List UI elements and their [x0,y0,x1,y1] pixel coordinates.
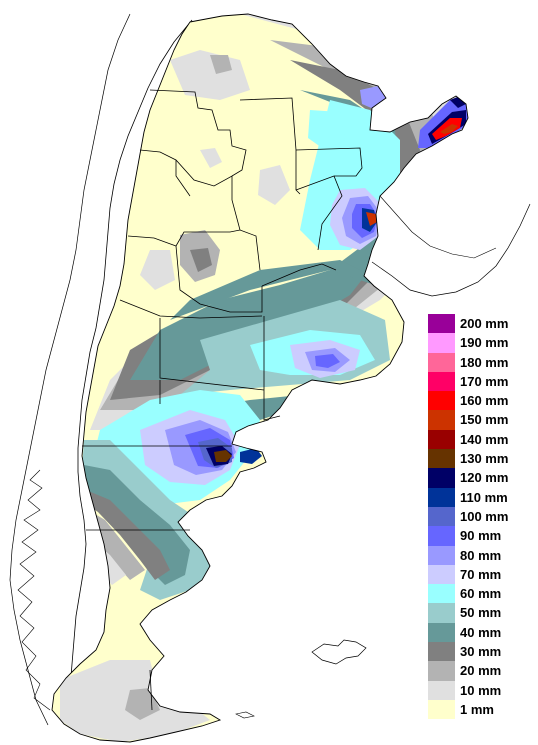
legend-item: 160 mm [428,391,534,411]
southern-chile-islands [17,469,51,711]
legend-swatch [428,468,455,488]
legend-item: 80 mm [428,545,534,565]
legend-swatch [428,526,455,546]
legend-swatch [428,391,455,411]
legend-swatch [428,333,455,353]
legend-swatch [428,584,455,604]
legend-swatch [428,564,455,585]
legend-item: 200 mm [428,314,534,334]
legend-item: 100 mm [428,506,534,527]
legend-swatch [428,545,455,565]
legend-label: 10 mm [460,682,502,698]
legend-swatch [428,487,455,507]
legend-swatch [428,699,455,720]
chile-coast-line [9,13,131,726]
legend-label: 90 mm [460,528,502,544]
legend-swatch [428,642,455,662]
legend-label: 80 mm [460,547,502,563]
legend-item: 30 mm [428,642,534,662]
legend-swatch [428,680,455,700]
legend-item: 110 mm [428,487,534,507]
legend-item: 180 mm [428,352,534,372]
malvinas-islands [311,639,367,665]
legend-item: 40 mm [428,622,534,643]
legend-swatch [428,410,455,430]
legend-label: 120 mm [460,470,509,486]
uruguay-brazil-coast [371,203,531,297]
legend-swatch [428,506,455,527]
legend-label: 100 mm [460,508,509,524]
legend-label: 200 mm [460,316,509,331]
legend-swatch [428,429,455,450]
legend-label: 180 mm [460,354,509,370]
legend-swatch [428,622,455,643]
legend-item: 1 mm [428,699,534,720]
legend-item: 130 mm [428,449,534,469]
legend-swatch [428,603,455,623]
legend-swatch [428,449,455,469]
legend-label: 70 mm [460,566,502,582]
legend-label: 60 mm [460,586,502,602]
legend-item: 170 mm [428,371,534,392]
legend-label: 40 mm [460,624,502,640]
legend-item: 150 mm [428,410,534,430]
province-borders [82,89,363,711]
legend-item: 120 mm [428,468,534,488]
legend-item: 50 mm [428,603,534,623]
legend-label: 150 mm [460,412,509,428]
chile-border-line [69,19,193,691]
legend-label: 50 mm [460,605,502,621]
legend-item: 90 mm [428,526,534,546]
legend-label: 30 mm [460,644,502,660]
precipitation-legend: 200 mm 190 mm 180 mm 170 mm 160 mm 150 mm 140 … [428,314,534,720]
legend-swatch [428,352,455,372]
legend-label: 190 mm [460,335,509,351]
staten-island [235,711,255,719]
legend-swatch [428,371,455,392]
legend-item: 60 mm [428,584,534,604]
brazil-border-line [379,195,497,259]
legend-label: 20 mm [460,663,502,679]
legend-item: 190 mm [428,333,534,353]
legend-swatch [428,661,455,681]
legend-item: 140 mm [428,429,534,450]
legend-swatch [428,314,455,334]
legend-label: 160 mm [460,393,509,409]
legend-item: 70 mm [428,564,534,585]
legend-item: 10 mm [428,680,534,700]
legend-item: 20 mm [428,661,534,681]
legend-label: 130 mm [460,451,509,467]
legend-label: 170 mm [460,373,509,389]
legend-label: 140 mm [460,431,509,447]
legend-label: 110 mm [460,489,508,505]
legend-label: 1 mm [460,701,494,717]
